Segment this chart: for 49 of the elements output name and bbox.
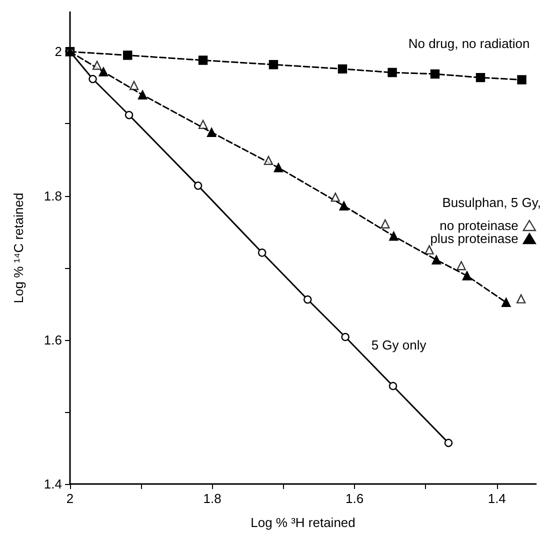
x-tick-label: 1.6	[346, 491, 364, 506]
point	[424, 245, 434, 254]
point	[341, 332, 350, 342]
x-tick-label: 1.4	[488, 491, 506, 506]
point	[123, 50, 132, 60]
y-axis-title: Log % ¹⁴C retained	[11, 192, 26, 304]
point	[274, 163, 284, 172]
point	[476, 72, 486, 82]
point	[388, 382, 398, 390]
y-tick-label: 1.4	[44, 476, 62, 492]
legend-label: no proteinase	[440, 218, 518, 233]
x-tick-label: 1.8	[203, 491, 222, 506]
point	[206, 128, 216, 137]
point	[198, 120, 208, 130]
x-tick-label: 2	[66, 491, 74, 506]
point	[198, 56, 208, 65]
legend-label: plus proteinase	[430, 231, 518, 246]
point	[268, 60, 278, 70]
point	[264, 156, 274, 166]
y-tick-label: 1.6	[44, 332, 62, 348]
point	[516, 294, 526, 304]
point	[502, 298, 511, 308]
point	[258, 248, 266, 257]
point	[98, 67, 108, 76]
point	[389, 232, 398, 241]
y-tick-label: 1.8	[44, 188, 62, 204]
point	[444, 438, 453, 448]
point	[388, 68, 397, 78]
point	[88, 74, 97, 84]
point	[124, 110, 134, 120]
series-label: No drug, no radiation	[408, 36, 530, 52]
point	[129, 80, 139, 90]
point	[380, 219, 390, 228]
point	[330, 192, 340, 202]
x-axis-title: Log % ³H retained	[250, 515, 356, 530]
annotation: Busulphan, 5 Gy,	[442, 195, 541, 210]
point	[430, 69, 440, 79]
y-tick-label: 2	[54, 44, 62, 60]
point	[138, 90, 148, 100]
point	[92, 60, 102, 70]
point	[304, 295, 312, 304]
point	[432, 255, 441, 264]
series-label: 5 Gy only	[371, 337, 427, 352]
point	[456, 261, 466, 270]
point	[338, 64, 348, 74]
point	[462, 271, 472, 280]
point	[194, 182, 202, 190]
point	[517, 75, 526, 84]
point	[339, 201, 349, 210]
